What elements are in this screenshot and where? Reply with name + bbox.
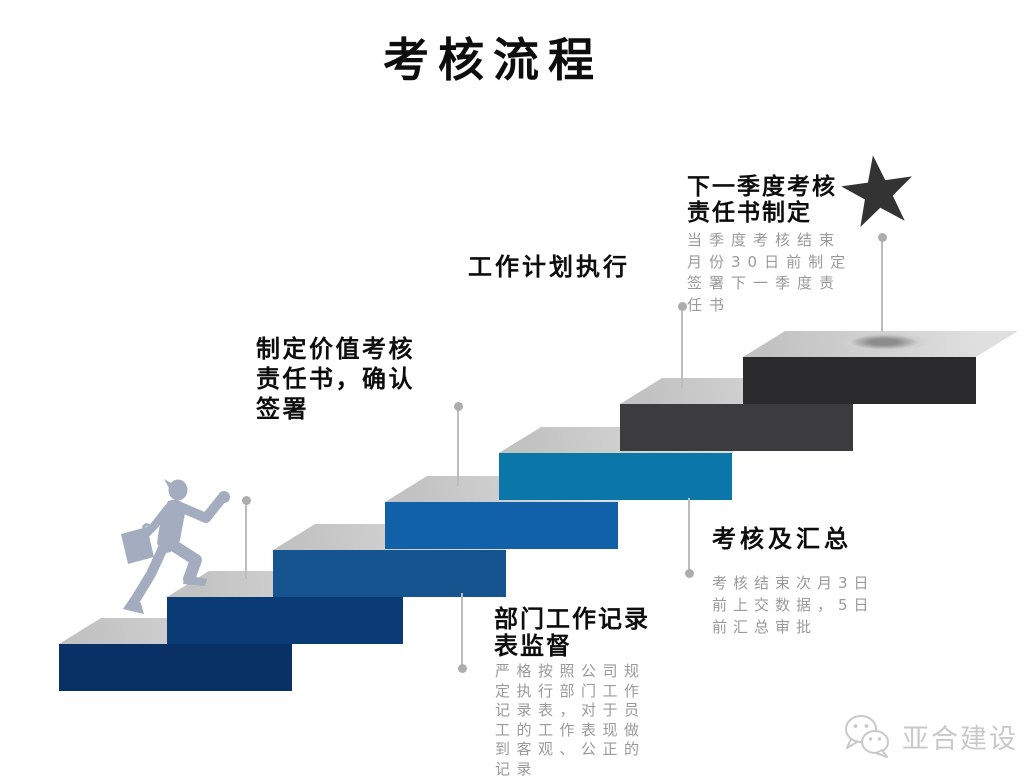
pin-dot: [457, 664, 467, 673]
pin-assessment-summary: [684, 498, 694, 578]
stage-label-assessment-summary-body: 考核结束次月3日 前上交数据，5日 前汇总审批: [712, 574, 875, 636]
pin-dept-record: [457, 593, 467, 673]
stage-label-dept-record-heading: 部门工作记录 表监督: [494, 605, 650, 660]
stage-label-next-quarter-body: 当季度考核结束 月份30日前制定 签署下一季度责 任书: [687, 231, 853, 314]
stair-step-6-front: [620, 404, 853, 451]
milestone-star-icon: [840, 150, 916, 230]
pin-step-2: [241, 496, 251, 579]
pin-sign-responsibility: [453, 402, 463, 486]
pin-dot: [877, 233, 887, 242]
stair-step-1-front: [59, 644, 292, 691]
pin-dot: [684, 569, 694, 578]
stair-step-2-front: [167, 597, 403, 644]
wechat-icon: [845, 715, 889, 758]
stair-step-4-front: [385, 502, 618, 549]
top-step-hole-ellipse: [834, 331, 934, 353]
stage-label-dept-record-body: 严格按照公司规 定执行部门工作 记录表，对于员 工的工作表现做 到客观、公正的 …: [495, 662, 646, 778]
stair-step-5-front: [499, 453, 732, 500]
stage-label-sign-responsibility: 制定价值考核 责任书，确认 签署: [256, 335, 415, 423]
brand-watermark: 亚合建设: [842, 712, 1018, 760]
pin-dot: [677, 302, 687, 311]
pin-dot: [241, 496, 251, 505]
businessman-climbing-icon: [116, 476, 242, 620]
pin-next-quarter: [877, 233, 887, 332]
brand-name: 亚合建设: [902, 723, 1018, 755]
pin-dot: [453, 402, 463, 411]
page-title: 考核流程: [383, 33, 603, 87]
stair-step-7-front: [743, 357, 976, 404]
pin-work-plan: [677, 302, 687, 388]
stage-label-assessment-summary-heading: 考核及汇总: [712, 525, 852, 553]
stage-label-next-quarter-heading: 下一季度考核 责任书制定: [687, 174, 837, 226]
stage-label-work-plan-execution: 工作计划执行: [468, 253, 630, 281]
stair-step-3-front: [273, 550, 506, 597]
